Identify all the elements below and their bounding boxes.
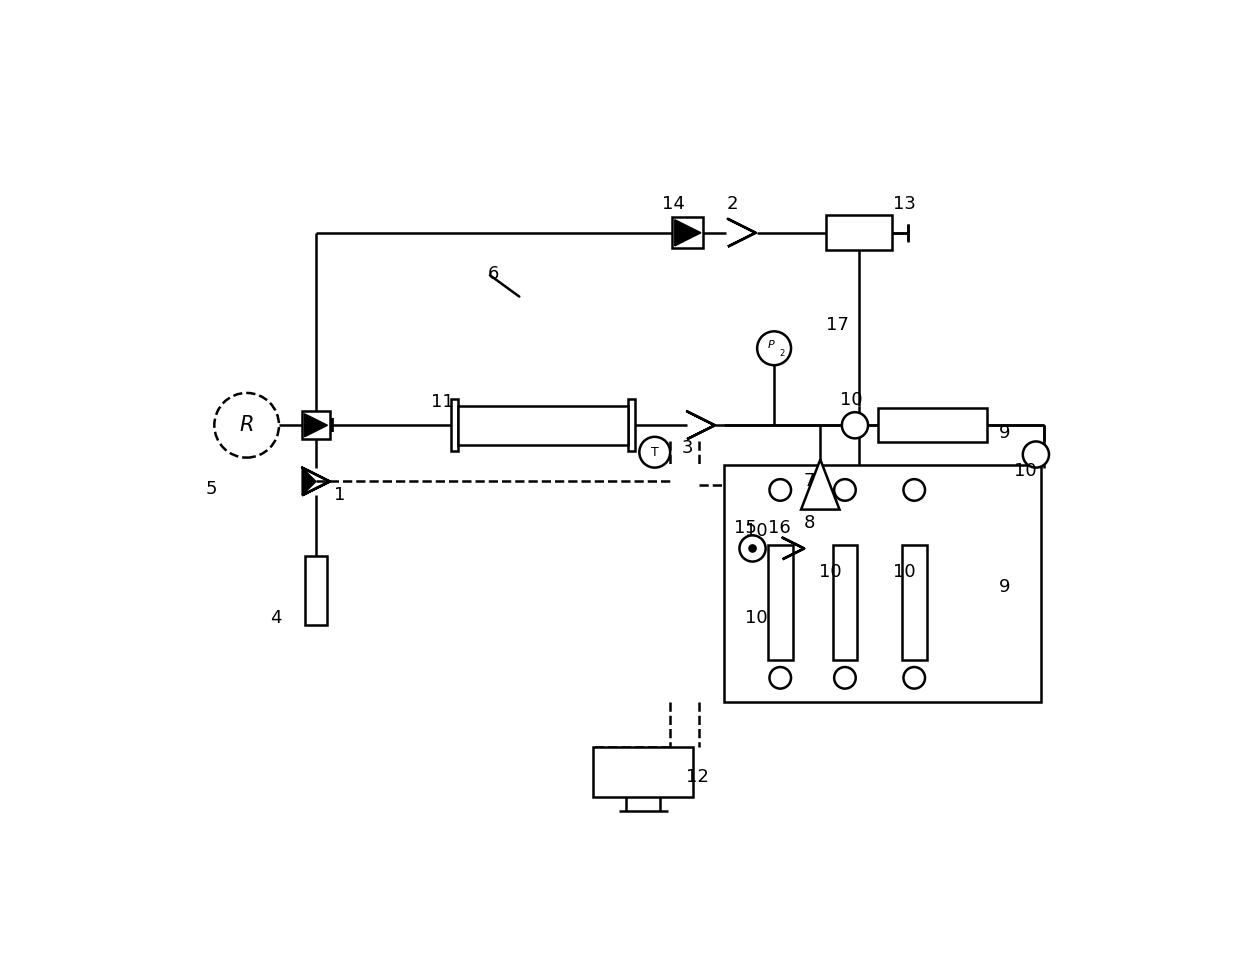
Circle shape xyxy=(749,545,755,552)
Bar xyxy=(878,408,987,443)
Text: 10: 10 xyxy=(1014,463,1037,481)
Text: 11: 11 xyxy=(432,393,454,411)
Polygon shape xyxy=(675,219,701,246)
Text: 16: 16 xyxy=(768,518,791,536)
Text: 10: 10 xyxy=(745,522,768,539)
Bar xyxy=(768,544,792,660)
Bar xyxy=(593,746,693,797)
Text: 10: 10 xyxy=(818,562,842,581)
Circle shape xyxy=(739,536,765,561)
Circle shape xyxy=(835,667,856,689)
Text: 10: 10 xyxy=(839,391,862,409)
Text: 7: 7 xyxy=(804,472,815,490)
Text: 8: 8 xyxy=(804,514,815,532)
Text: 9: 9 xyxy=(999,424,1011,442)
Circle shape xyxy=(904,479,925,501)
Text: 10: 10 xyxy=(894,562,916,581)
Bar xyxy=(303,411,330,439)
Bar xyxy=(832,544,857,660)
Text: 1: 1 xyxy=(334,486,345,504)
Text: 5: 5 xyxy=(206,480,217,498)
Circle shape xyxy=(835,479,856,501)
Text: P: P xyxy=(768,340,775,351)
Text: T: T xyxy=(651,445,658,459)
Bar xyxy=(459,406,627,445)
Text: 2: 2 xyxy=(779,349,785,358)
Text: 10: 10 xyxy=(745,608,768,627)
Bar xyxy=(627,399,635,451)
Bar xyxy=(451,399,459,451)
Circle shape xyxy=(215,393,279,458)
Bar xyxy=(826,216,892,250)
Text: 9: 9 xyxy=(999,578,1011,596)
Text: 12: 12 xyxy=(686,768,708,787)
Text: 15: 15 xyxy=(734,518,756,536)
Text: 2: 2 xyxy=(727,195,738,214)
Bar xyxy=(672,217,703,248)
Circle shape xyxy=(758,331,791,365)
Text: 13: 13 xyxy=(894,195,916,214)
Text: 14: 14 xyxy=(662,195,686,214)
Circle shape xyxy=(640,437,670,468)
Text: 17: 17 xyxy=(826,316,849,334)
Text: 3: 3 xyxy=(682,440,693,457)
Circle shape xyxy=(842,412,868,439)
Text: 6: 6 xyxy=(487,264,498,283)
Text: 4: 4 xyxy=(270,608,281,627)
Bar xyxy=(724,466,1042,702)
Circle shape xyxy=(904,667,925,689)
Circle shape xyxy=(770,479,791,501)
Bar xyxy=(305,557,326,626)
Polygon shape xyxy=(304,414,327,437)
Polygon shape xyxy=(801,460,839,510)
Bar xyxy=(901,544,926,660)
Polygon shape xyxy=(303,468,316,495)
Circle shape xyxy=(770,667,791,689)
Circle shape xyxy=(1023,442,1049,468)
Text: R: R xyxy=(239,415,254,435)
